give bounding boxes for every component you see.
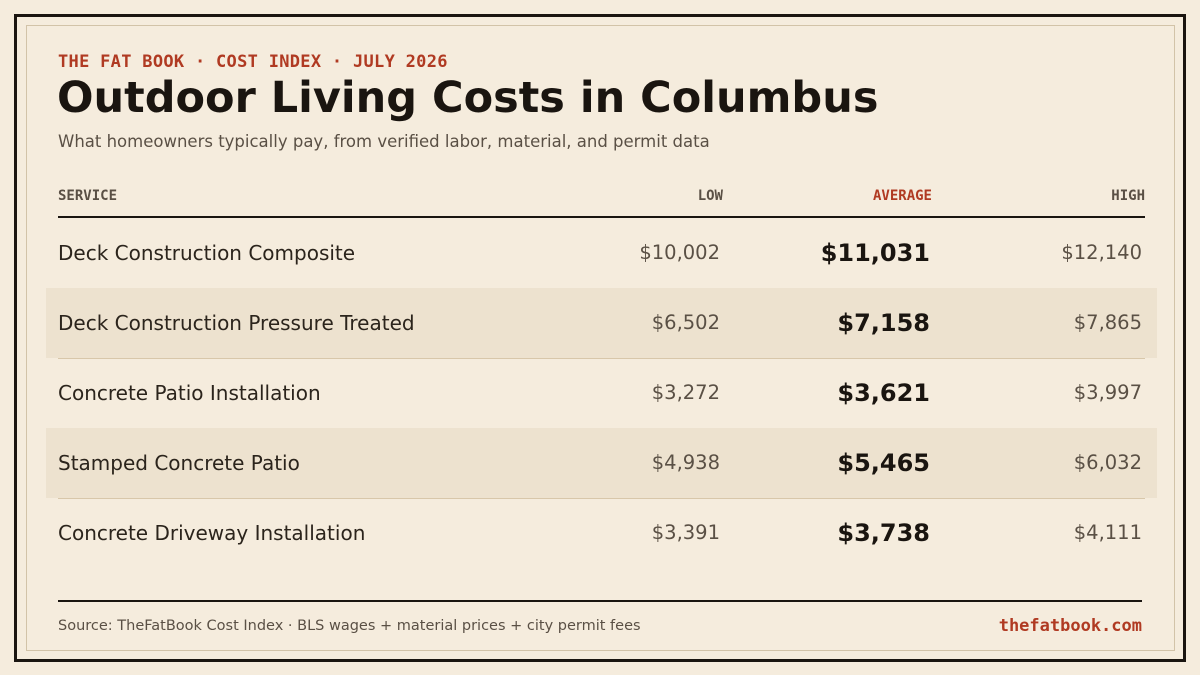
footer-divider [58,600,1142,602]
row-divider [58,498,1145,499]
page-subtitle: What homeowners typically pay, from veri… [58,132,710,151]
table-row: Concrete Patio Installation $3,272 $3,62… [46,358,1157,429]
high-cost: $7,865 [1073,311,1142,334]
high-cost: $6,032 [1073,451,1142,474]
table-row: Deck Construction Pressure Treated $6,50… [46,288,1157,359]
service-name: Stamped Concrete Patio [58,451,300,475]
low-cost: $6,502 [651,311,720,334]
average-cost: $5,465 [837,449,930,477]
average-cost: $7,158 [837,309,930,337]
average-cost: $3,621 [837,379,930,407]
low-cost: $4,938 [651,451,720,474]
column-header-low: LOW [697,188,723,204]
site-link[interactable]: thefatbook.com [998,616,1142,636]
high-cost: $3,997 [1073,381,1142,404]
service-name: Deck Construction Pressure Treated [58,311,415,335]
low-cost: $3,272 [651,381,720,404]
table-header: SERVICE LOW AVERAGE HIGH [58,180,1145,218]
page-title: Outdoor Living Costs in Columbus [57,73,879,123]
row-divider [58,358,1145,359]
table-row: Concrete Driveway Installation $3,391 $3… [46,498,1157,568]
high-cost: $4,111 [1073,521,1142,544]
table-row: Deck Construction Composite $10,002 $11,… [46,218,1157,289]
low-cost: $3,391 [651,521,720,544]
inner-frame [26,25,1175,651]
column-header-high: HIGH [1111,188,1145,204]
average-cost: $3,738 [837,519,930,547]
service-name: Concrete Patio Installation [58,381,321,405]
service-name: Deck Construction Composite [58,241,356,265]
source-note: Source: TheFatBook Cost Index · BLS wage… [58,618,641,634]
column-header-service: SERVICE [58,188,118,204]
cost-table: SERVICE LOW AVERAGE HIGH Deck Constructi… [46,180,1157,568]
service-name: Concrete Driveway Installation [58,521,366,545]
table-row: Stamped Concrete Patio $4,938 $5,465 $6,… [46,428,1157,499]
high-cost: $12,140 [1061,241,1142,264]
outer-frame [14,14,1186,662]
average-cost: $11,031 [820,239,930,267]
eyebrow-label: THE FAT BOOK · COST INDEX · JULY 2026 [58,52,448,72]
low-cost: $10,002 [639,241,720,264]
column-header-average: AVERAGE [872,188,932,204]
